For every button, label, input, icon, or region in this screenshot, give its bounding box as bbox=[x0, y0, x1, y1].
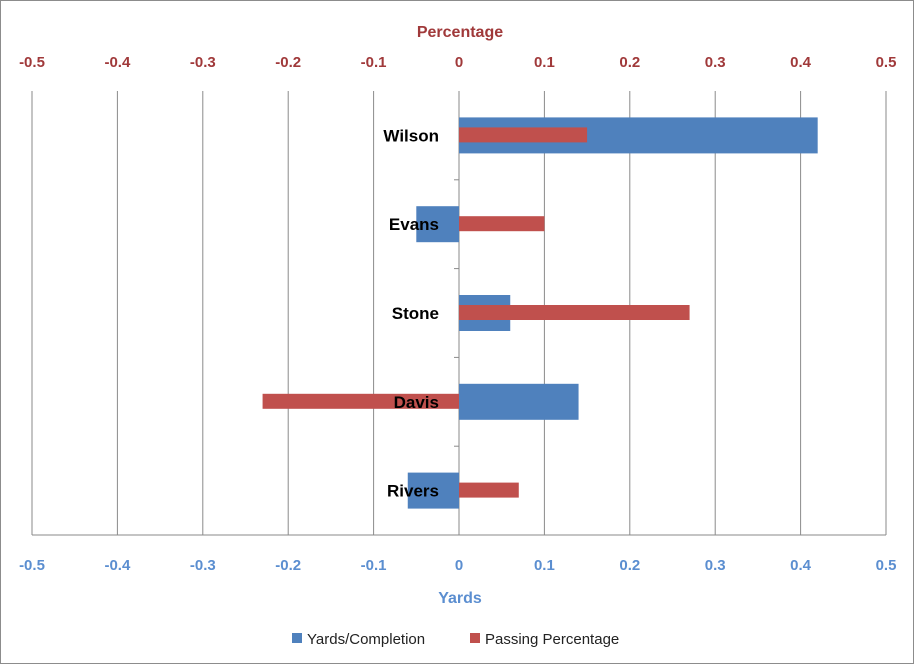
bar-passing-percentage bbox=[459, 127, 588, 143]
legend-swatch-passing-percentage bbox=[470, 633, 480, 643]
bottom-tick-label: -0.5 bbox=[19, 557, 45, 574]
top-tick-label: 0 bbox=[455, 54, 463, 71]
top-axis-title: Percentage bbox=[417, 24, 503, 41]
top-tick-label: 0.1 bbox=[534, 54, 555, 71]
bottom-tick-label: 0.4 bbox=[790, 557, 812, 574]
category-label: Stone bbox=[392, 304, 439, 323]
legend-label-passing-percentage: Passing Percentage bbox=[485, 631, 619, 648]
bottom-tick-label: -0.2 bbox=[275, 557, 301, 574]
bottom-tick-label: 0 bbox=[455, 557, 463, 574]
category-label: Wilson bbox=[383, 126, 439, 145]
legend: Yards/Completion Passing Percentage bbox=[292, 631, 619, 648]
top-tick-label: -0.5 bbox=[19, 54, 45, 71]
top-tick-label: 0.3 bbox=[705, 54, 726, 71]
bar-passing-percentage bbox=[262, 393, 459, 409]
top-tick-label: -0.3 bbox=[190, 54, 216, 71]
top-tick-label: -0.4 bbox=[104, 54, 131, 71]
bar-passing-percentage bbox=[459, 305, 690, 320]
category-label: Evans bbox=[389, 215, 439, 234]
legend-swatch-yards-completion bbox=[292, 633, 302, 643]
bottom-tick-label: 0.1 bbox=[534, 557, 555, 574]
bottom-tick-label: -0.4 bbox=[104, 557, 131, 574]
bar-passing-percentage bbox=[459, 482, 519, 498]
top-tick-label: 0.2 bbox=[619, 54, 640, 71]
bottom-tick-label: 0.2 bbox=[619, 557, 640, 574]
bar-yards-completion bbox=[459, 383, 579, 420]
category-label: Davis bbox=[394, 393, 439, 412]
bar-yards-completion bbox=[407, 472, 459, 509]
bar-passing-percentage bbox=[459, 216, 545, 232]
bottom-tick-label: -0.3 bbox=[190, 557, 216, 574]
top-tick-label: 0.4 bbox=[790, 54, 812, 71]
top-tick-label: 0.5 bbox=[876, 54, 897, 71]
bottom-tick-label: 0.5 bbox=[876, 557, 897, 574]
legend-label-yards-completion: Yards/Completion bbox=[307, 631, 425, 648]
bottom-tick-label: -0.1 bbox=[361, 557, 387, 574]
bar-yards-completion bbox=[416, 206, 459, 243]
top-tick-label: -0.2 bbox=[275, 54, 301, 71]
top-tick-label: -0.1 bbox=[361, 54, 387, 71]
category-label: Rivers bbox=[387, 482, 439, 501]
bottom-tick-label: 0.3 bbox=[705, 557, 726, 574]
bottom-axis-title: Yards bbox=[438, 590, 482, 607]
